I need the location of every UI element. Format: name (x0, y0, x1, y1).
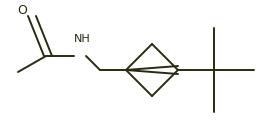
Text: O: O (17, 3, 27, 17)
Text: NH: NH (74, 34, 91, 44)
